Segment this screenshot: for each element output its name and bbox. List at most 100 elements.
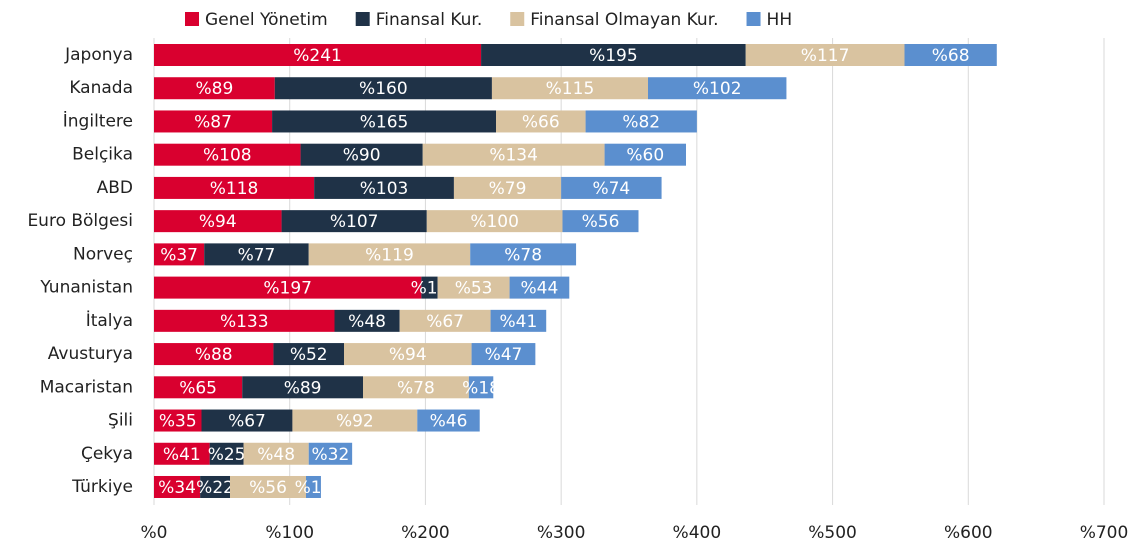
bar-segment bbox=[273, 343, 344, 366]
bar-label: %35 bbox=[159, 412, 197, 432]
bar-label: %48 bbox=[257, 445, 295, 465]
bar-segment bbox=[648, 77, 787, 100]
y-tick-label: Macaristan bbox=[40, 377, 133, 397]
y-tick-label: Belçika bbox=[72, 145, 133, 165]
y-tick-label: Japonya bbox=[64, 45, 133, 65]
bar-label: %41 bbox=[499, 312, 537, 332]
bar-label: %134 bbox=[489, 146, 538, 166]
bar-label: %107 bbox=[330, 212, 379, 232]
bar-segment bbox=[509, 276, 570, 299]
bar-segment bbox=[154, 376, 243, 399]
bar-label: %47 bbox=[485, 345, 523, 365]
bar-label: %25 bbox=[208, 445, 246, 465]
bar-segment bbox=[471, 343, 536, 366]
bar-label: %79 bbox=[489, 179, 527, 199]
bar-label: %103 bbox=[360, 179, 409, 199]
bar-label: %102 bbox=[693, 79, 742, 99]
bar-segment bbox=[274, 77, 492, 100]
bar-segment bbox=[154, 475, 201, 498]
bar-label: %56 bbox=[249, 478, 287, 498]
y-tick-label: Türkiye bbox=[71, 477, 133, 497]
legend-swatch bbox=[355, 12, 370, 26]
bar-segment bbox=[154, 442, 210, 465]
bar-label: %67 bbox=[426, 312, 464, 332]
bar-segment bbox=[426, 210, 563, 233]
bar-label: %241 bbox=[293, 46, 342, 66]
bar-segment bbox=[453, 176, 562, 199]
bar-segment bbox=[344, 343, 472, 366]
bar-segment bbox=[481, 44, 746, 66]
x-tick-label: %100 bbox=[265, 523, 314, 543]
bar-label: %94 bbox=[199, 212, 237, 232]
bar-segment bbox=[209, 442, 244, 465]
bar-segment bbox=[243, 442, 309, 465]
bar-label: %197 bbox=[263, 279, 312, 299]
bar-label: %18 bbox=[462, 378, 500, 398]
bar-segment bbox=[490, 309, 547, 332]
x-tick-label: %700 bbox=[1080, 523, 1129, 543]
bar-segment bbox=[154, 276, 422, 299]
bar-segment bbox=[281, 210, 427, 233]
y-tick-label: Norveç bbox=[73, 244, 133, 264]
bar-segment bbox=[154, 176, 315, 199]
bar-segment bbox=[561, 176, 662, 199]
y-tick-label: ABD bbox=[97, 178, 133, 198]
bar-segment bbox=[200, 475, 230, 498]
y-tick-label: Avusturya bbox=[48, 344, 133, 364]
bar-label: %34 bbox=[158, 478, 196, 498]
bar-segment bbox=[272, 110, 496, 133]
bar-label: %165 bbox=[360, 112, 409, 132]
bar-label: %118 bbox=[210, 179, 259, 199]
x-tick-label: %600 bbox=[944, 523, 993, 543]
bar-segment bbox=[421, 276, 438, 299]
bar-label: %52 bbox=[290, 345, 328, 365]
bar-label: %60 bbox=[626, 146, 664, 166]
bar-segment bbox=[470, 243, 577, 266]
y-tick-label: Euro Bölgesi bbox=[27, 211, 133, 231]
bar-label: %65 bbox=[179, 378, 217, 398]
y-tick-label: Şili bbox=[108, 411, 133, 431]
bar-segment bbox=[422, 143, 605, 166]
legend-label: Finansal Kur. bbox=[376, 10, 483, 30]
y-tick-label: Yunanistan bbox=[39, 278, 133, 298]
bar-label: %89 bbox=[195, 79, 233, 99]
bar-segment bbox=[154, 409, 202, 432]
bar-label: %46 bbox=[430, 412, 468, 432]
bar-segment bbox=[154, 243, 205, 266]
bar-label: %77 bbox=[238, 245, 276, 265]
bar-label: %41 bbox=[163, 445, 201, 465]
bar-label: %48 bbox=[348, 312, 386, 332]
bar-label: %44 bbox=[521, 279, 559, 299]
bar-segment bbox=[204, 243, 309, 266]
bar-segment bbox=[745, 44, 905, 66]
bar-label: %108 bbox=[203, 146, 252, 166]
x-tick-label: %0 bbox=[141, 523, 168, 543]
bar-segment bbox=[154, 309, 335, 332]
bar-segment bbox=[306, 475, 321, 498]
bar-label: %92 bbox=[336, 412, 374, 432]
x-tick-label: %200 bbox=[401, 523, 450, 543]
bar-segment bbox=[491, 77, 648, 100]
bar-segment bbox=[399, 309, 491, 332]
bar-label: %119 bbox=[365, 245, 414, 265]
bar-segment bbox=[154, 210, 282, 233]
bar-segment bbox=[363, 376, 469, 399]
bar-segment bbox=[417, 409, 480, 432]
bar-segment bbox=[154, 44, 482, 66]
legend-swatch bbox=[510, 12, 525, 26]
bar-label: %32 bbox=[312, 445, 350, 465]
bar-label: %74 bbox=[592, 179, 630, 199]
bar-segment bbox=[230, 475, 306, 498]
bar-label: %22 bbox=[196, 478, 234, 498]
bar-segment bbox=[496, 110, 586, 133]
y-tick-label: Kanada bbox=[69, 78, 133, 98]
bar-label: %67 bbox=[228, 412, 266, 432]
bar-label: %195 bbox=[589, 46, 638, 66]
bar-label: %37 bbox=[160, 245, 198, 265]
y-tick-label: Çekya bbox=[81, 444, 133, 464]
legend-label: Finansal Olmayan Kur. bbox=[530, 10, 718, 30]
legend-label: Genel Yönetim bbox=[205, 10, 328, 30]
bar-label: %53 bbox=[455, 279, 493, 299]
bar-label: %160 bbox=[359, 79, 408, 99]
